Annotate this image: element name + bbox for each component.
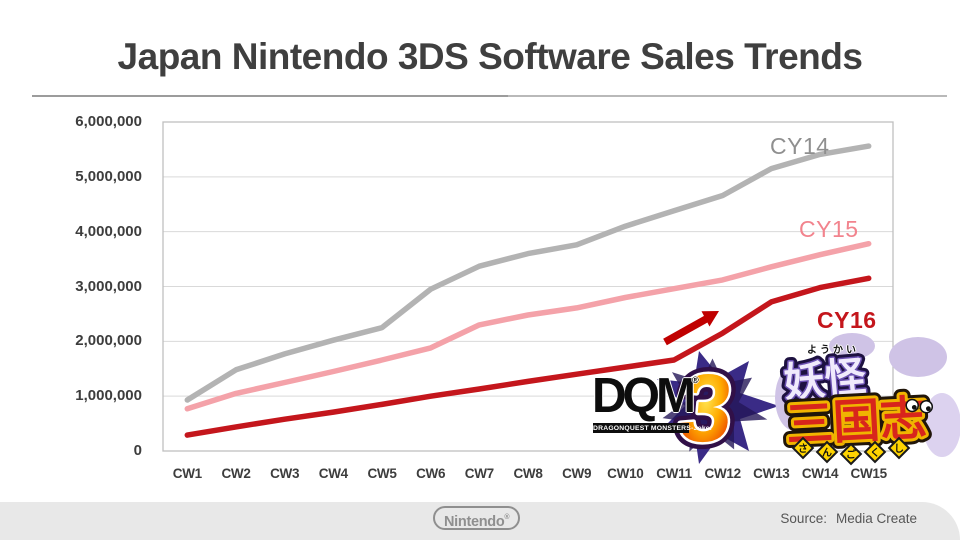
dqm-number: 3 bbox=[674, 355, 737, 462]
x-tick-label: CW1 bbox=[172, 466, 202, 481]
y-tick-label: 2,000,000 bbox=[75, 332, 142, 350]
x-tick-label: CW3 bbox=[270, 466, 300, 481]
furigana-char: ん bbox=[822, 447, 832, 459]
x-tick-label: CW7 bbox=[464, 466, 494, 481]
dqm-registered-mark: ® bbox=[691, 375, 699, 386]
y-tick-label: 4,000,000 bbox=[75, 222, 142, 240]
furigana-char: さ bbox=[798, 443, 808, 455]
nintendo-registered-mark: ® bbox=[504, 514, 510, 521]
googly-eye-icon bbox=[919, 400, 934, 414]
y-tick-label: 3,000,000 bbox=[75, 277, 142, 295]
dqm-joker3-logo: 3 3 DQM® DRAGONQUEST MONSTERS-Joker bbox=[583, 348, 779, 466]
googly-eye-icon bbox=[905, 398, 919, 413]
ghost-swirl-icon bbox=[889, 337, 947, 377]
y-tick-label: 5,000,000 bbox=[75, 167, 142, 185]
source-label: Source: bbox=[780, 511, 827, 526]
yokai-logo-text: 妖怪 妖怪 三国志 三国志 さ ん ご く し bbox=[777, 348, 934, 466]
furigana-char: し bbox=[894, 443, 904, 455]
x-tick-label: CW13 bbox=[753, 466, 790, 481]
x-tick-label: CW6 bbox=[416, 466, 446, 481]
eye-pupil bbox=[911, 404, 917, 410]
x-tick-label: CW5 bbox=[367, 466, 397, 481]
yokai-furigana-bottom: さ ん ご く し bbox=[791, 436, 911, 466]
yokai-sangokushi-logo: ようかい 妖怪 妖怪 三国志 三国志 さ ん bbox=[775, 333, 960, 466]
title-divider bbox=[32, 95, 947, 97]
source-credit: Source: Media Create bbox=[780, 511, 917, 526]
eye-pupil bbox=[925, 406, 931, 412]
y-axis-labels: 6,000,000 5,000,000 4,000,000 3,000,000 2,00… bbox=[0, 0, 148, 540]
y-tick-label: 0 bbox=[133, 442, 142, 459]
dqm-subtitle: DRAGONQUEST MONSTERS-Joker bbox=[593, 423, 713, 433]
x-tick-label: CW2 bbox=[221, 466, 251, 481]
ghost-swirl-icon bbox=[775, 365, 815, 431]
yokai-furigana-top: ようかい bbox=[807, 345, 859, 356]
series-label-cy16: CY16 bbox=[817, 307, 877, 333]
x-tick-label: CW11 bbox=[656, 466, 692, 481]
x-tick-label: CW10 bbox=[607, 466, 644, 481]
x-tick-label: CW14 bbox=[801, 466, 839, 481]
ghost-swirl-icon bbox=[829, 333, 875, 359]
y-tick-label: 1,000,000 bbox=[75, 387, 142, 405]
dqm-acronym: DQM® bbox=[592, 368, 699, 423]
x-tick-label: CW15 bbox=[850, 466, 888, 481]
page-title: Japan Nintendo 3DS Software Sales Trends bbox=[117, 36, 863, 77]
series-label-cy14: CY14 bbox=[770, 133, 830, 159]
furigana-char: く bbox=[870, 447, 880, 459]
furigana-char: ご bbox=[846, 448, 857, 461]
x-tick-label: CW8 bbox=[513, 466, 543, 481]
yokai-title-top: 妖怪 bbox=[782, 352, 869, 407]
nintendo-logo: Nintendo® bbox=[433, 506, 521, 530]
source-value: Media Create bbox=[835, 511, 917, 526]
x-tick-label: CW9 bbox=[562, 466, 592, 481]
series-label-cy15: CY15 bbox=[799, 216, 859, 242]
y-tick-label: 6,000,000 bbox=[75, 113, 142, 130]
x-tick-label: CW12 bbox=[704, 466, 742, 481]
x-tick-label: CW4 bbox=[318, 466, 348, 481]
footer-bar: Nintendo® Source: Media Create bbox=[0, 502, 960, 540]
dqm-starburst-icon: 3 3 bbox=[657, 348, 779, 466]
